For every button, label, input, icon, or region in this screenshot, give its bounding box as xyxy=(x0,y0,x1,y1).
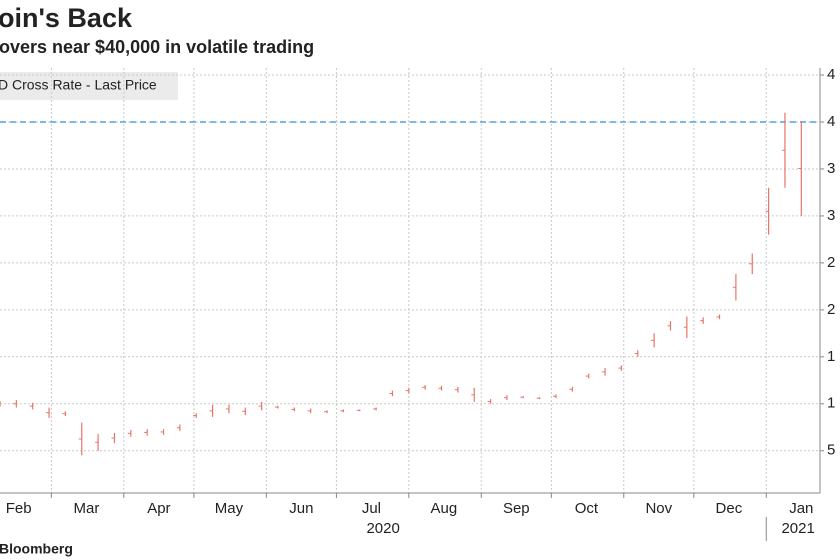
x-tick-label: Jun xyxy=(289,500,313,517)
x-tick-label: Jul xyxy=(362,500,381,517)
y-tick-label: 5 xyxy=(827,442,835,459)
plot: 4 4 3 3 2 2 1 1 5 Feb Mar Apr May Jun Jul Aug Sep Oct Nov D… xyxy=(0,66,835,541)
chart-subtitle: overs near $40,000 in volatile trading xyxy=(0,37,314,57)
chart-title: oin's Back xyxy=(0,3,133,33)
x-tick-label: Sep xyxy=(503,500,530,517)
y-tick-label: 4 xyxy=(827,66,835,83)
y-tick-label: 1 xyxy=(827,395,835,412)
x-tick-label: Feb xyxy=(6,500,32,517)
year-label: 2021 xyxy=(781,520,814,537)
x-tick-label: Aug xyxy=(431,500,458,517)
legend-label: D Cross Rate - Last Price xyxy=(0,77,157,93)
y-tick-label: 3 xyxy=(827,207,835,224)
year-label: 2020 xyxy=(366,520,399,537)
y-tick-label: 3 xyxy=(827,160,835,177)
x-tick-label: May xyxy=(215,500,244,517)
x-tick-label: Jan xyxy=(789,500,813,517)
y-tick-label: 1 xyxy=(827,348,835,365)
y-tick-label: 2 xyxy=(827,301,835,318)
x-tick-label: Oct xyxy=(575,500,599,517)
x-tick-label: Dec xyxy=(716,500,743,517)
x-tick-label: Apr xyxy=(147,500,170,517)
legend-box xyxy=(0,72,178,100)
y-tick-label: 4 xyxy=(827,113,835,130)
x-tick-label: Nov xyxy=(645,500,672,517)
x-tick-label: Mar xyxy=(74,500,100,517)
y-tick-label: 2 xyxy=(827,254,835,271)
source: Bloomberg xyxy=(0,541,73,557)
